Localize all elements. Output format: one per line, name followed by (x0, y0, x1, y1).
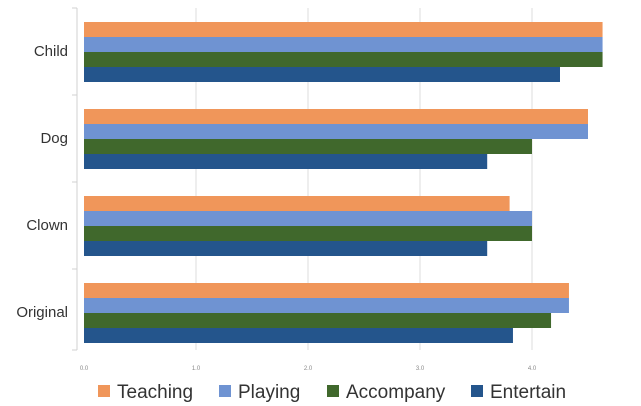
category-labels: Child Dog Clown Original (16, 43, 68, 321)
bar-dog-teaching (84, 109, 588, 124)
bar-child-playing (84, 37, 603, 52)
bar-child-teaching (84, 22, 603, 37)
legend-label: Accompany (346, 382, 446, 403)
bar-original-teaching (84, 283, 569, 298)
legend-item-teaching: Teaching (98, 382, 193, 403)
x-tick-label: 0.0 (80, 366, 89, 372)
category-label: Clown (26, 217, 68, 234)
legend: Teaching Playing Accompany Entertain (98, 382, 566, 403)
bar-clown-teaching (84, 196, 510, 211)
bar-clown-playing (84, 211, 532, 226)
legend-item-entertain: Entertain (471, 382, 566, 403)
x-tick-label: 1.0 (192, 366, 201, 372)
bar-clown-accompany (84, 226, 532, 241)
bar-original-accompany (84, 313, 552, 328)
legend-label: Playing (238, 382, 300, 403)
x-tick-label: 4.0 (528, 366, 537, 372)
bar-dog-accompany (84, 139, 532, 154)
legend-label: Teaching (117, 382, 193, 403)
legend-label: Entertain (490, 382, 566, 403)
bar-dog-entertain (84, 154, 488, 169)
x-tick-label: 2.0 (304, 366, 313, 372)
bar-dog-playing (84, 124, 588, 139)
legend-swatch (327, 385, 339, 397)
bar-original-entertain (84, 328, 513, 343)
bar-child-entertain (84, 67, 560, 82)
legend-item-playing: Playing (219, 382, 300, 403)
bar-child-accompany (84, 52, 603, 67)
category-label: Dog (40, 130, 68, 147)
bar-clown-entertain (84, 241, 488, 256)
legend-swatch (219, 385, 231, 397)
y-axis (72, 7, 78, 351)
category-label: Original (16, 304, 68, 321)
x-tick-labels: 0.01.02.03.04.05 (80, 366, 537, 372)
legend-swatch (98, 385, 110, 397)
category-label: Child (34, 43, 68, 60)
bar-original-playing (84, 298, 569, 313)
x-tick-label: 3.0 (416, 366, 425, 372)
bars (84, 22, 603, 343)
legend-swatch (471, 385, 483, 397)
legend-item-accompany: Accompany (327, 382, 446, 403)
